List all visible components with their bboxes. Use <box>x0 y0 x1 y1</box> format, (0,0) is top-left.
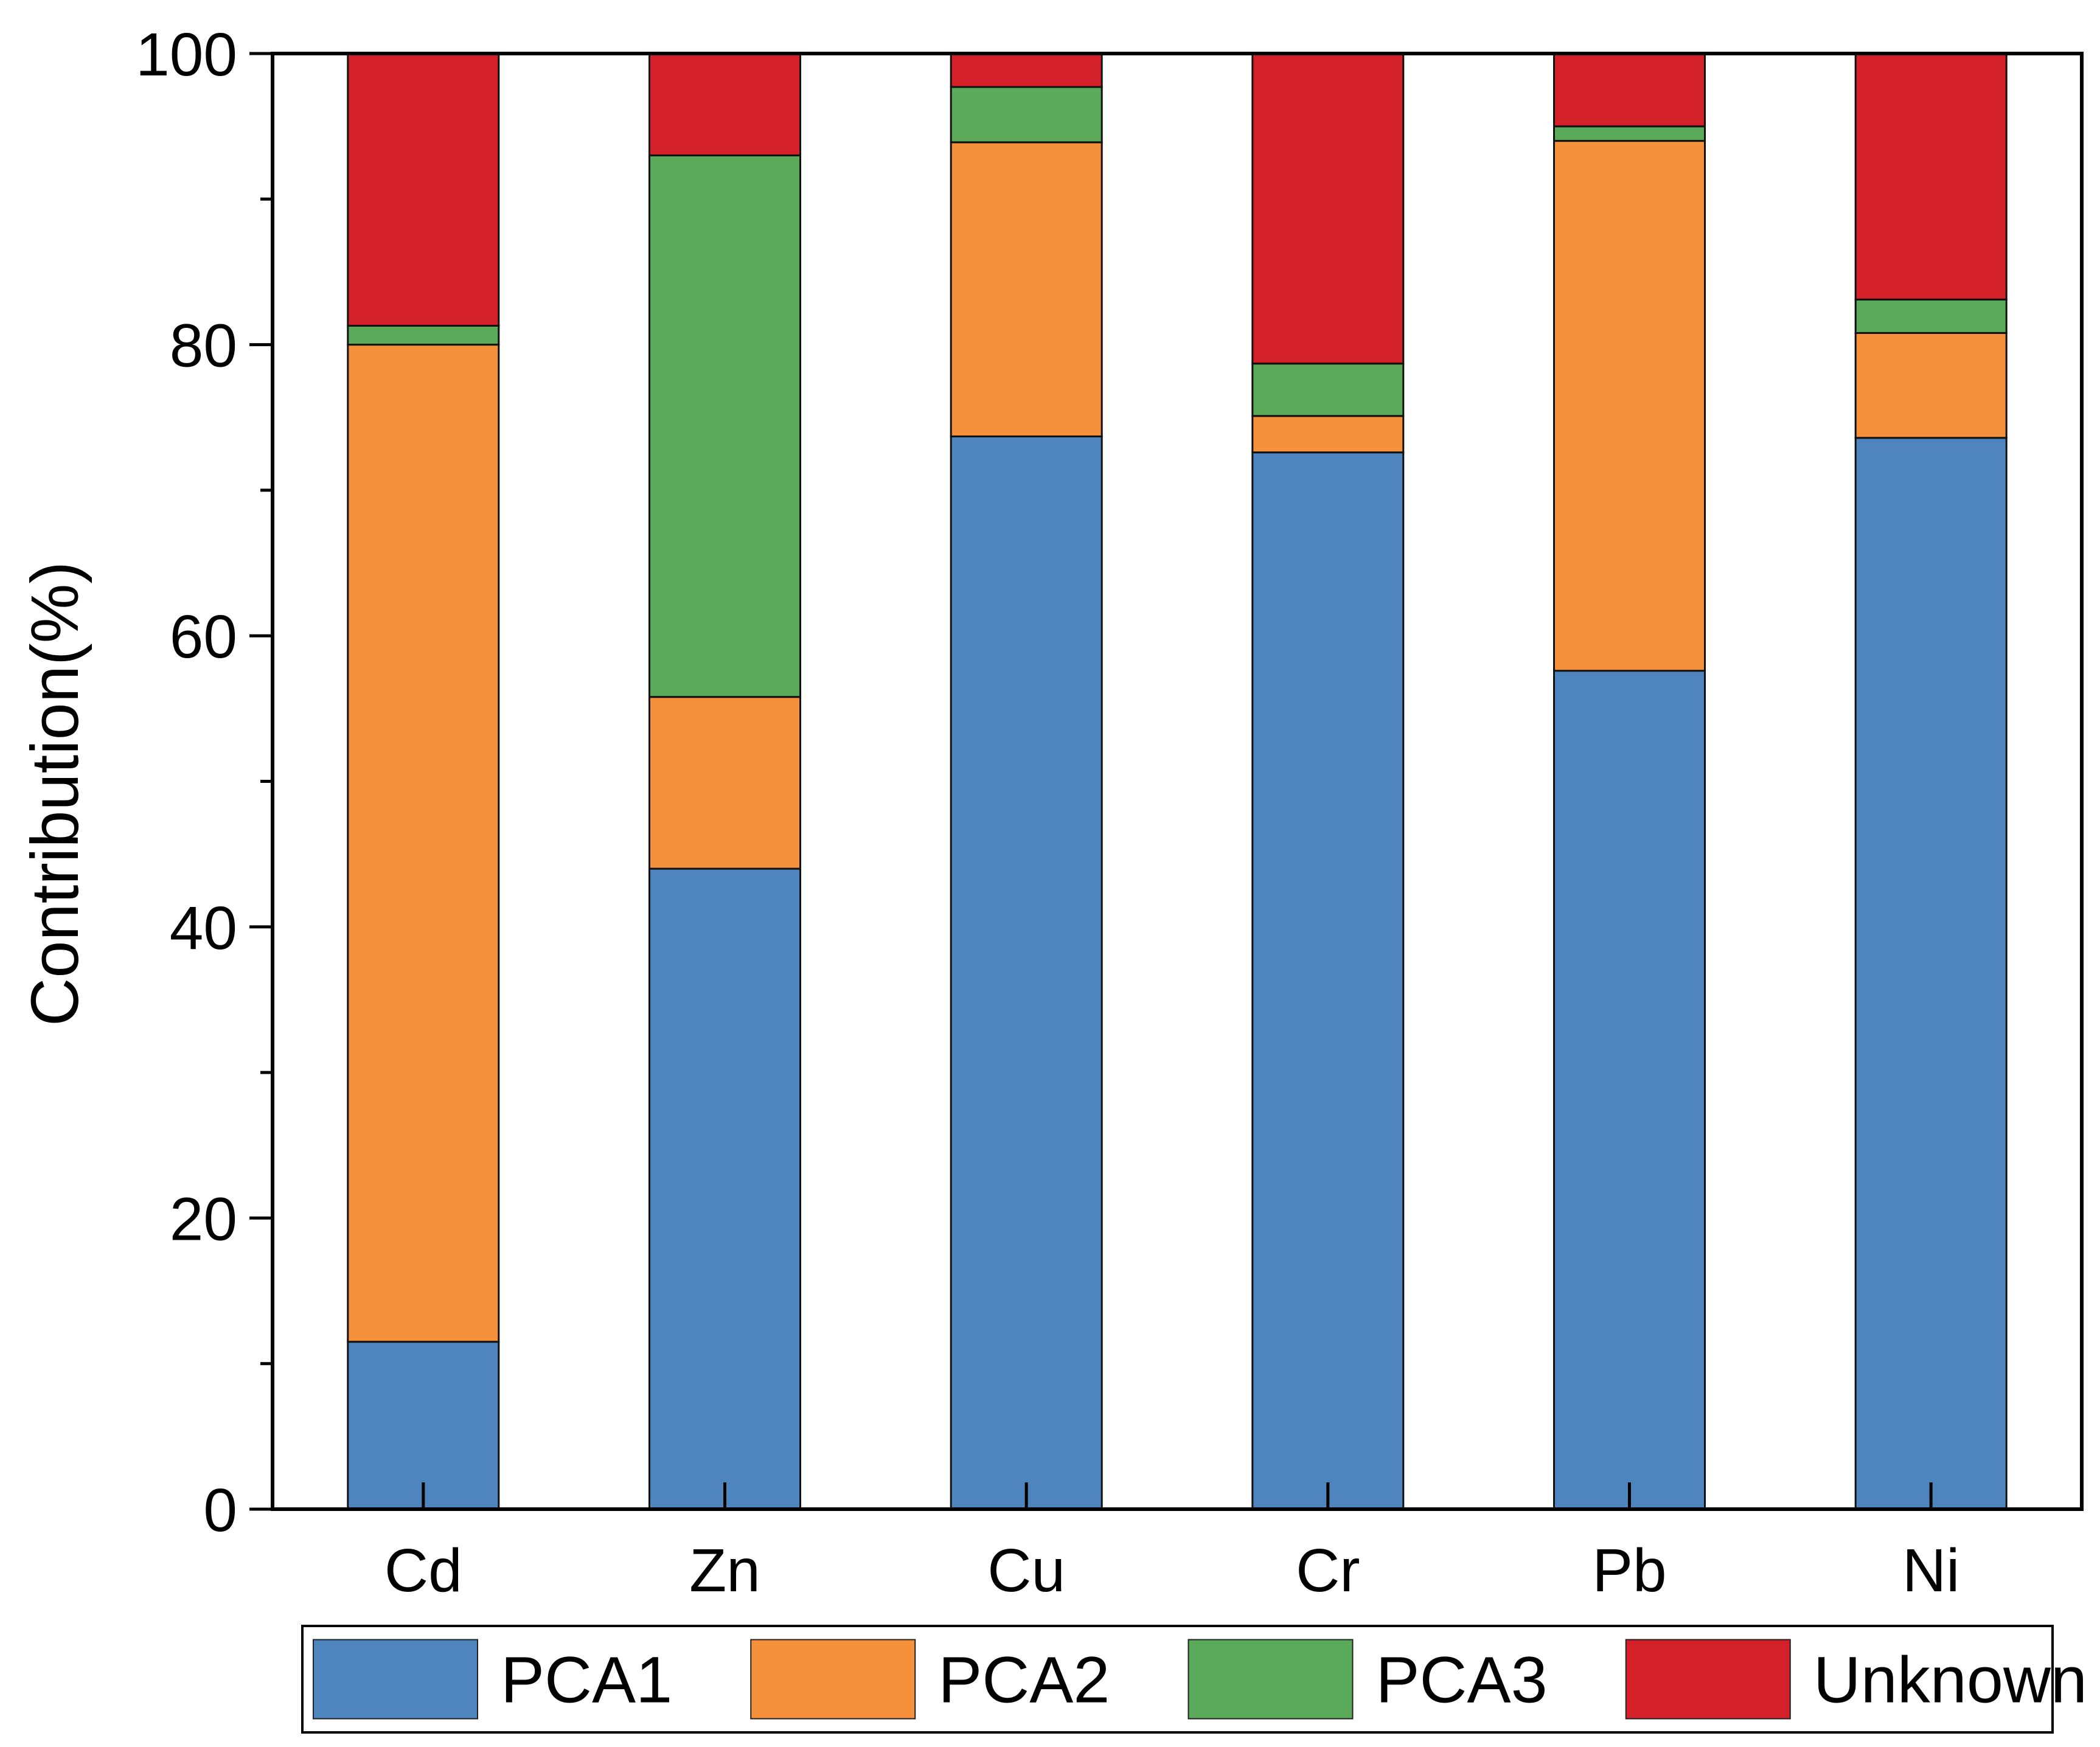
bars-layer <box>347 52 2008 1510</box>
bar-cd-pca1 <box>347 1341 500 1510</box>
bar-cu-unknown <box>950 52 1103 88</box>
legend-swatch-pca2 <box>750 1639 916 1720</box>
bar-ni-pca1 <box>1854 437 2008 1510</box>
y-tick-label-40: 40 <box>170 894 237 962</box>
bar-cd-pca3 <box>347 325 500 346</box>
bar-pb-pca1 <box>1553 670 1706 1510</box>
x-tick-label-pb: Pb <box>1592 1537 1666 1605</box>
legend-label-pca1: PCA1 <box>501 1643 672 1717</box>
bar-cr-unknown <box>1251 52 1405 365</box>
bar-cr-pca1 <box>1251 451 1405 1510</box>
bar-zn-pca1 <box>648 867 801 1510</box>
y-tick-label-0: 0 <box>203 1476 237 1544</box>
legend-swatch-pca1 <box>313 1639 478 1720</box>
bar-pb-pca3 <box>1553 125 1706 142</box>
bar-cu-pca3 <box>950 86 1103 144</box>
bar-zn-unknown <box>648 52 801 156</box>
legend-label-pca3: PCA3 <box>1376 1643 1548 1717</box>
legend-label-pca2: PCA2 <box>938 1643 1110 1717</box>
legend: PCA1 PCA2 PCA3 Unknown <box>301 1625 2087 1734</box>
x-tick-label-ni: Ni <box>1902 1537 1959 1605</box>
bar-cd-unknown <box>347 52 500 327</box>
x-tick-label-cr: Cr <box>1296 1537 1360 1605</box>
axes-layer: Cd Zn Cu Cr Pb Ni 0 20 40 60 80 100 <box>136 21 2084 1605</box>
y-axis-title: Contribution(%) <box>18 561 92 1026</box>
x-tick-label-cu: Cu <box>987 1537 1065 1605</box>
x-tick-label-zn: Zn <box>689 1537 760 1605</box>
bar-zn-pca3 <box>648 155 801 698</box>
y-tick-label-60: 60 <box>170 603 237 671</box>
bar-ni-unknown <box>1854 52 2008 300</box>
x-tick-label-cd: Cd <box>384 1537 462 1605</box>
bar-pb-unknown <box>1553 52 1706 128</box>
legend-label-unknown: Unknown <box>1813 1643 2087 1717</box>
bar-ni-pca2 <box>1854 332 2008 439</box>
bar-cr-pca3 <box>1251 363 1405 417</box>
y-tick-label-80: 80 <box>170 312 237 380</box>
bar-cu-pca1 <box>950 435 1103 1510</box>
bar-ni-pca3 <box>1854 298 2008 334</box>
bar-cu-pca2 <box>950 141 1103 437</box>
plot-frame <box>271 52 2084 1511</box>
bar-cr-pca2 <box>1251 415 1405 454</box>
y-tick-label-100: 100 <box>136 21 237 89</box>
bar-zn-pca2 <box>648 696 801 870</box>
bar-pb-pca2 <box>1553 140 1706 672</box>
legend-swatch-unknown <box>1625 1639 1791 1720</box>
bar-cd-pca2 <box>347 344 500 1343</box>
y-tick-label-20: 20 <box>170 1185 237 1253</box>
legend-swatch-pca3 <box>1187 1639 1354 1720</box>
